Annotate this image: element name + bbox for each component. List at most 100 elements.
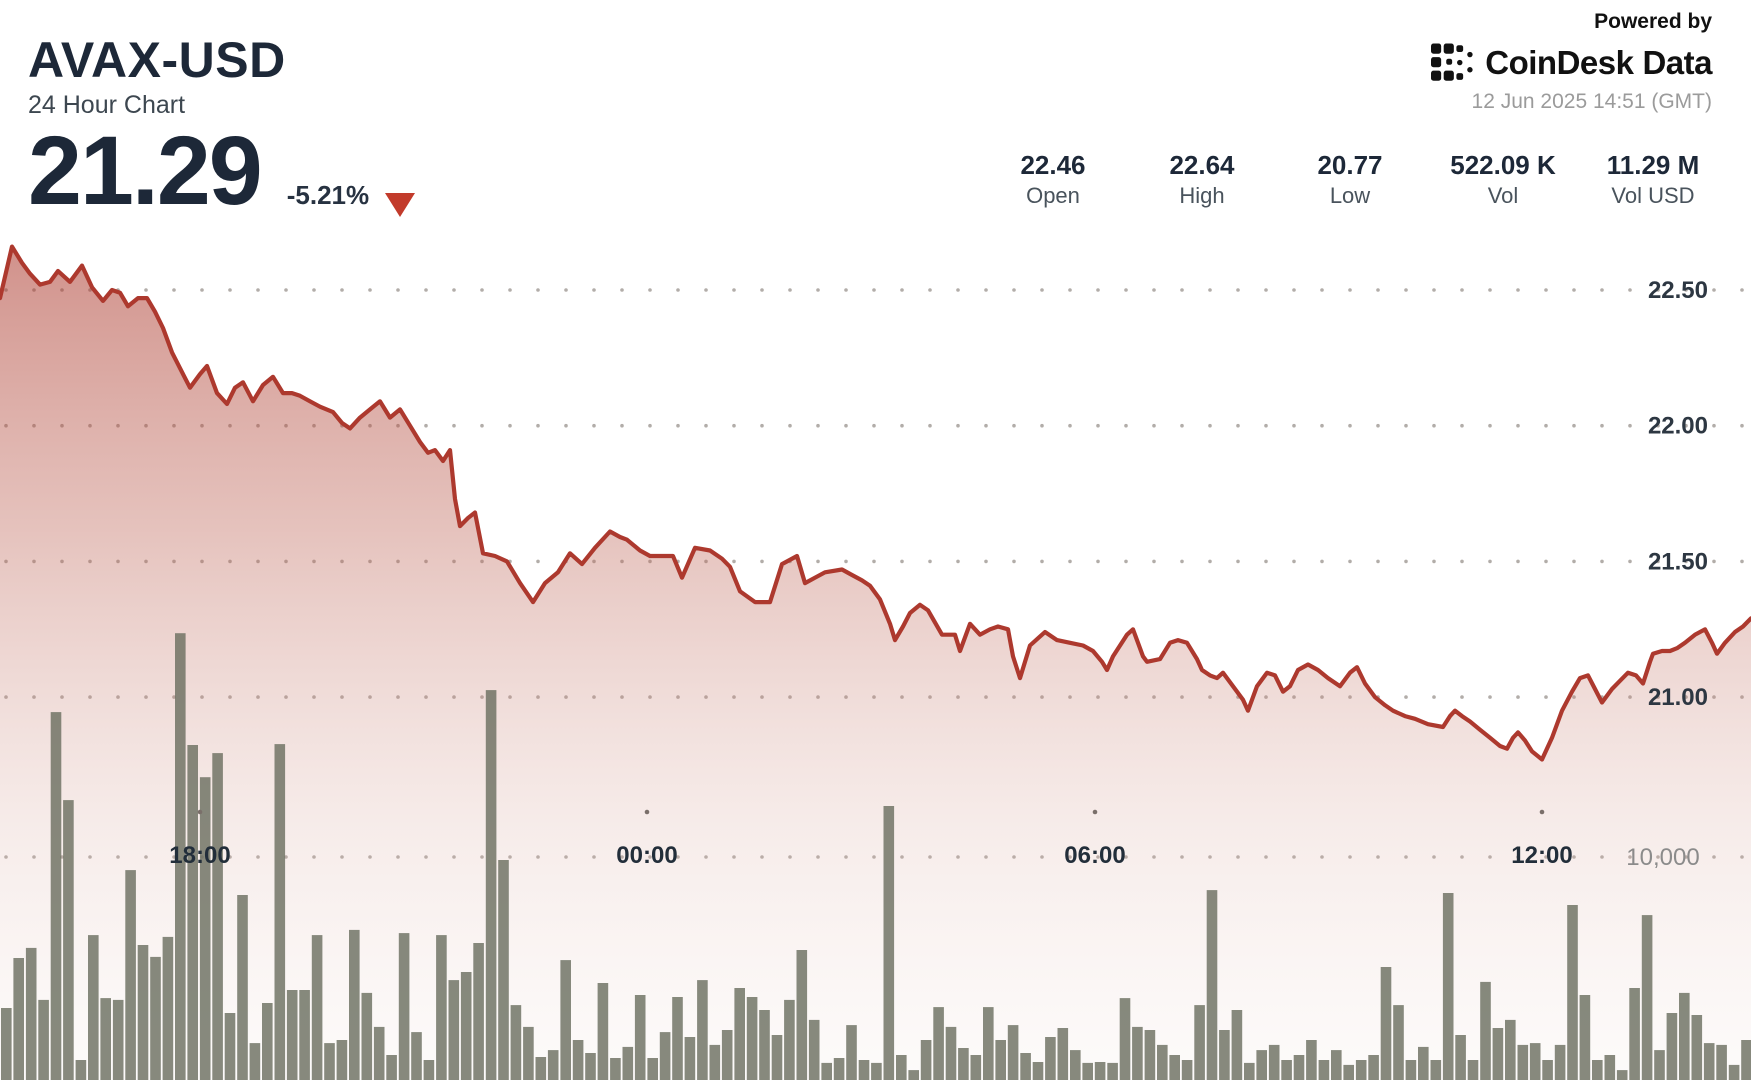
volume-bar <box>1554 1044 1566 1080</box>
price-axis-label: 21.00 <box>1648 684 1708 711</box>
volume-bar <box>1641 915 1653 1080</box>
volume-bar <box>1132 1026 1143 1080</box>
volume-bar <box>1231 1010 1243 1080</box>
volume-bar <box>920 1040 932 1080</box>
volume-bar <box>672 997 683 1080</box>
volume-bar <box>460 972 472 1080</box>
volume-bar <box>1343 1064 1354 1080</box>
powered-by-label: Powered by <box>1594 10 1712 33</box>
volume-bar <box>1679 992 1690 1080</box>
volume-bar <box>1070 1050 1081 1080</box>
stat-high: 22.64 High <box>1117 148 1287 210</box>
volume-bar <box>634 995 646 1080</box>
volume-bar <box>112 999 124 1080</box>
volume-bar <box>1256 1050 1267 1080</box>
volume-bar <box>659 1032 671 1080</box>
volume-bar <box>983 1007 994 1080</box>
volume-bar <box>299 990 310 1080</box>
time-tick-dots <box>197 809 1545 815</box>
volume-bar <box>386 1055 397 1080</box>
symbol-title: AVAX-USD <box>28 32 286 88</box>
volume-bar <box>858 1060 870 1080</box>
stat-volume-usd-label: Vol USD <box>1611 183 1695 208</box>
volume-bar <box>436 935 447 1080</box>
volume-bar <box>1032 1062 1044 1080</box>
volume-bar <box>1306 1040 1317 1080</box>
volume-bar <box>448 980 460 1080</box>
volume-bar <box>510 1005 522 1080</box>
volume-bar <box>1368 1055 1379 1080</box>
volume-bar <box>88 935 99 1080</box>
stat-high-value: 22.64 <box>1169 150 1235 180</box>
volume-bar <box>13 958 24 1080</box>
volume-bar <box>1144 1030 1156 1080</box>
volume-bar <box>162 936 174 1080</box>
volume-bar <box>1654 1050 1665 1080</box>
stat-volume: 522.09 K Vol <box>1418 148 1588 210</box>
volume-bar <box>311 935 323 1080</box>
stat-high-label: High <box>1179 183 1225 208</box>
volume-bar <box>224 1013 236 1080</box>
stat-open-label: Open <box>1026 183 1080 208</box>
volume-bar <box>833 1058 845 1080</box>
price-axis-label: 22.00 <box>1648 413 1708 440</box>
volume-bar <box>759 1010 770 1080</box>
volume-bar <box>1467 1060 1479 1080</box>
volume-bar <box>684 1037 696 1080</box>
volume-bar <box>610 1058 621 1080</box>
volume-bars <box>1 633 1751 1080</box>
volume-bar <box>1380 967 1392 1080</box>
volume-bar <box>1442 893 1454 1080</box>
volume-bar <box>137 945 149 1080</box>
current-price-row: 21.29 -5.21% <box>28 116 416 225</box>
volume-bar <box>995 1040 1006 1080</box>
stat-volume-usd: 11.29 M Vol USD <box>1568 148 1738 210</box>
volume-bar <box>572 1040 584 1080</box>
volume-bar <box>721 1030 733 1080</box>
volume-bar <box>1480 981 1491 1080</box>
coindesk-logo: CoinDesk Data <box>1431 43 1712 83</box>
volume-bar <box>523 1026 534 1080</box>
volume-bar <box>1094 1062 1106 1080</box>
volume-bar <box>1741 1040 1751 1080</box>
volume-bar <box>1169 1055 1180 1080</box>
volume-bar <box>883 806 895 1080</box>
volume-bar <box>1430 1060 1442 1080</box>
down-triangle-icon <box>385 193 416 217</box>
current-price: 21.29 <box>28 116 263 225</box>
volume-bar <box>560 960 571 1080</box>
volume-bar <box>212 753 223 1080</box>
stat-volume-label: Vol <box>1487 183 1519 208</box>
volume-bar <box>237 895 248 1080</box>
volume-bar <box>1616 1070 1628 1080</box>
volume-bar <box>1107 1062 1118 1080</box>
volume-bar <box>1529 1043 1541 1080</box>
volume-bar <box>274 744 286 1080</box>
volume-bar <box>933 1007 944 1080</box>
volume-bar <box>597 983 609 1080</box>
title-block: AVAX-USD 24 Hour Chart <box>28 34 286 120</box>
volume-bar <box>1505 1019 1516 1080</box>
volume-bar <box>1293 1055 1305 1080</box>
brand-name: CoinDesk <box>1485 44 1634 81</box>
brand-suffix: Data <box>1642 44 1712 81</box>
volume-bar <box>286 990 298 1080</box>
stat-open: 22.46 Open <box>968 148 1138 210</box>
volume-bar <box>1716 1044 1727 1080</box>
price-axis-label: 21.50 <box>1648 548 1708 575</box>
stat-volume-value: 522.09 K <box>1450 150 1556 180</box>
time-axis-label: 00:00 <box>616 842 677 869</box>
volume-bar <box>647 1058 658 1080</box>
volume-bar <box>846 1025 857 1080</box>
time-axis-label: 18:00 <box>169 842 230 869</box>
volume-bar <box>398 933 410 1080</box>
volume-bar <box>336 1040 348 1080</box>
stat-low-label: Low <box>1329 183 1371 208</box>
price-area-fill <box>0 246 1751 1080</box>
volume-bar <box>75 1060 87 1080</box>
volume-bar <box>1728 1064 1740 1080</box>
volume-bar <box>746 997 758 1080</box>
volume-axis-label: 10,000 <box>1626 844 1699 871</box>
